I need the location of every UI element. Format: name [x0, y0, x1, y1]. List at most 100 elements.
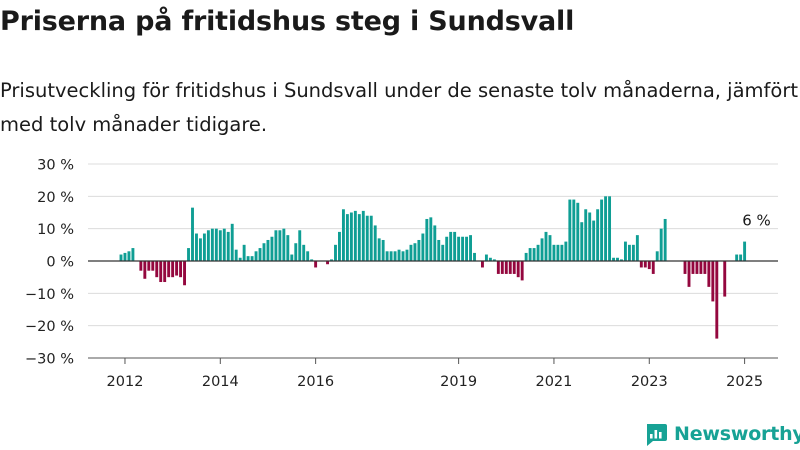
- bar-positive: [735, 254, 739, 261]
- bar-positive: [592, 220, 596, 261]
- bar-positive: [338, 231, 341, 261]
- bar-negative: [314, 261, 318, 268]
- bar-positive: [437, 239, 441, 261]
- bar-positive: [405, 249, 409, 261]
- bar-positive: [433, 225, 437, 261]
- bar-positive: [473, 252, 476, 261]
- bar-negative: [647, 261, 651, 270]
- bar-positive: [532, 248, 536, 261]
- bar-negative: [159, 261, 163, 283]
- bar-positive: [604, 196, 608, 261]
- bar-positive: [270, 236, 274, 261]
- bar-positive: [576, 202, 580, 261]
- bar-positive: [254, 251, 258, 261]
- bar-positive: [580, 222, 584, 261]
- bar-positive: [298, 230, 302, 261]
- bar-positive: [492, 259, 496, 261]
- bar-negative: [171, 261, 175, 278]
- bar-positive: [461, 236, 465, 261]
- y-tick-label: −30 %: [25, 352, 74, 368]
- chart-subtitle: Prisutveckling för fritidshus i Sundsval…: [0, 79, 799, 136]
- bar-positive: [250, 256, 254, 261]
- bar-negative: [143, 261, 147, 279]
- x-tick-label: 2025: [726, 374, 763, 390]
- bar-negative: [151, 261, 155, 271]
- bar-negative: [651, 261, 655, 274]
- x-tick-label: 2019: [440, 374, 477, 390]
- bar-positive: [536, 244, 540, 261]
- y-tick-label: 0 %: [46, 255, 74, 271]
- bar-positive: [262, 243, 266, 261]
- y-tick-label: −10 %: [25, 287, 74, 303]
- x-tick-label: 2016: [297, 374, 334, 390]
- bar-negative: [516, 261, 520, 278]
- newsworthy-brand[interactable]: Newsworthy: [644, 419, 800, 449]
- bar-negative: [703, 261, 707, 274]
- y-tick-label: 30 %: [37, 158, 74, 174]
- bar-negative: [695, 261, 699, 274]
- bar-positive: [365, 215, 369, 261]
- bar-positive: [226, 231, 230, 261]
- bar-positive: [627, 244, 631, 261]
- bar-positive: [195, 233, 198, 261]
- bar-negative: [500, 261, 504, 274]
- bar-positive: [361, 210, 365, 261]
- bar-positive: [214, 228, 218, 261]
- bar-positive: [198, 238, 202, 261]
- bar-positive: [187, 248, 190, 261]
- bar-positive: [417, 239, 421, 261]
- bar-positive: [743, 241, 747, 261]
- bar-negative: [683, 261, 687, 274]
- bar-positive: [357, 214, 361, 261]
- bar-positive: [119, 254, 123, 261]
- bar-negative: [711, 261, 715, 302]
- bar-positive: [127, 251, 131, 261]
- bar-negative: [520, 261, 524, 281]
- bar-negative: [326, 261, 329, 265]
- bar-positive: [373, 225, 377, 261]
- bar-positive: [353, 210, 357, 261]
- bar-negative: [508, 261, 512, 274]
- bar-positive: [568, 199, 572, 261]
- bar-positive: [584, 209, 588, 261]
- bar-positive: [441, 244, 445, 261]
- bar-negative: [707, 261, 711, 287]
- bar-positive: [608, 196, 612, 261]
- bar-positive: [230, 223, 234, 261]
- bar-negative: [147, 261, 151, 271]
- bar-positive: [616, 257, 619, 261]
- bar-positive: [552, 244, 556, 261]
- bar-positive: [631, 244, 635, 261]
- bar-negative: [691, 261, 695, 274]
- bar-positive: [377, 238, 381, 261]
- bar-positive: [302, 244, 306, 261]
- bar-positive: [349, 212, 353, 261]
- bar-negative: [155, 261, 159, 278]
- bar-positive: [548, 235, 552, 261]
- bar-negative: [175, 261, 179, 276]
- bar-negative: [179, 261, 183, 278]
- bar-positive: [258, 248, 262, 261]
- bar-positive: [401, 251, 405, 261]
- bar-positive: [612, 257, 615, 261]
- bar-positive: [445, 236, 449, 261]
- bar-positive: [206, 230, 210, 261]
- bar-positive: [123, 252, 127, 261]
- bar-positive: [560, 244, 564, 261]
- bar-positive: [274, 230, 278, 261]
- bar-positive: [488, 257, 492, 261]
- x-tick-label: 2014: [202, 374, 239, 390]
- bar-positive: [469, 235, 472, 261]
- bar-positive: [210, 228, 214, 261]
- bar-positive: [294, 243, 298, 261]
- bar-positive: [620, 259, 623, 261]
- bar-positive: [413, 243, 417, 261]
- bar-positive: [564, 241, 568, 261]
- bar-negative: [512, 261, 516, 274]
- bar-positive: [544, 231, 548, 261]
- bar-positive: [246, 256, 250, 261]
- bar-positive: [556, 244, 560, 261]
- bar-positive: [278, 230, 282, 261]
- bar-positive: [655, 251, 659, 261]
- bar-negative: [639, 261, 643, 268]
